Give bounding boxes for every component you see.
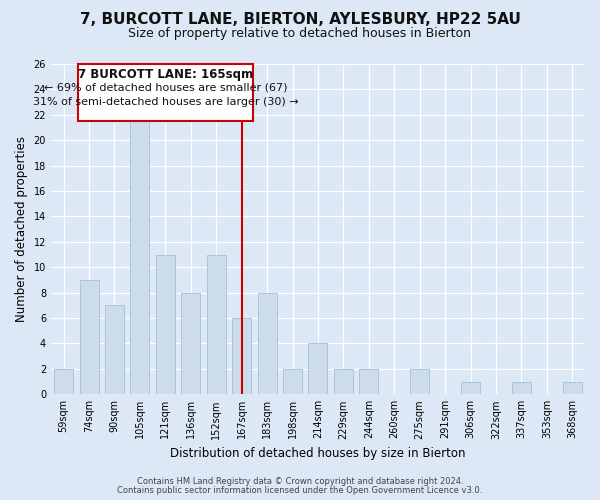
Bar: [156, 254, 175, 394]
Bar: [181, 292, 200, 394]
Bar: [334, 369, 353, 394]
Bar: [308, 344, 328, 394]
Bar: [206, 254, 226, 394]
Bar: [512, 382, 531, 394]
Bar: [563, 382, 582, 394]
Bar: [461, 382, 480, 394]
Text: ← 69% of detached houses are smaller (67): ← 69% of detached houses are smaller (67…: [44, 82, 287, 92]
Text: 7, BURCOTT LANE, BIERTON, AYLESBURY, HP22 5AU: 7, BURCOTT LANE, BIERTON, AYLESBURY, HP2…: [80, 12, 520, 28]
X-axis label: Distribution of detached houses by size in Bierton: Distribution of detached houses by size …: [170, 447, 466, 460]
Bar: [80, 280, 98, 394]
Text: Contains HM Land Registry data © Crown copyright and database right 2024.: Contains HM Land Registry data © Crown c…: [137, 477, 463, 486]
Bar: [283, 369, 302, 394]
Text: 31% of semi-detached houses are larger (30) →: 31% of semi-detached houses are larger (…: [32, 96, 298, 106]
Bar: [410, 369, 429, 394]
Text: 7 BURCOTT LANE: 165sqm: 7 BURCOTT LANE: 165sqm: [78, 68, 253, 81]
Y-axis label: Number of detached properties: Number of detached properties: [15, 136, 28, 322]
Bar: [232, 318, 251, 394]
Bar: [54, 369, 73, 394]
Text: Size of property relative to detached houses in Bierton: Size of property relative to detached ho…: [128, 28, 472, 40]
Bar: [359, 369, 379, 394]
Text: Contains public sector information licensed under the Open Government Licence v3: Contains public sector information licen…: [118, 486, 482, 495]
Bar: [130, 115, 149, 394]
Bar: [257, 292, 277, 394]
Bar: [105, 306, 124, 394]
